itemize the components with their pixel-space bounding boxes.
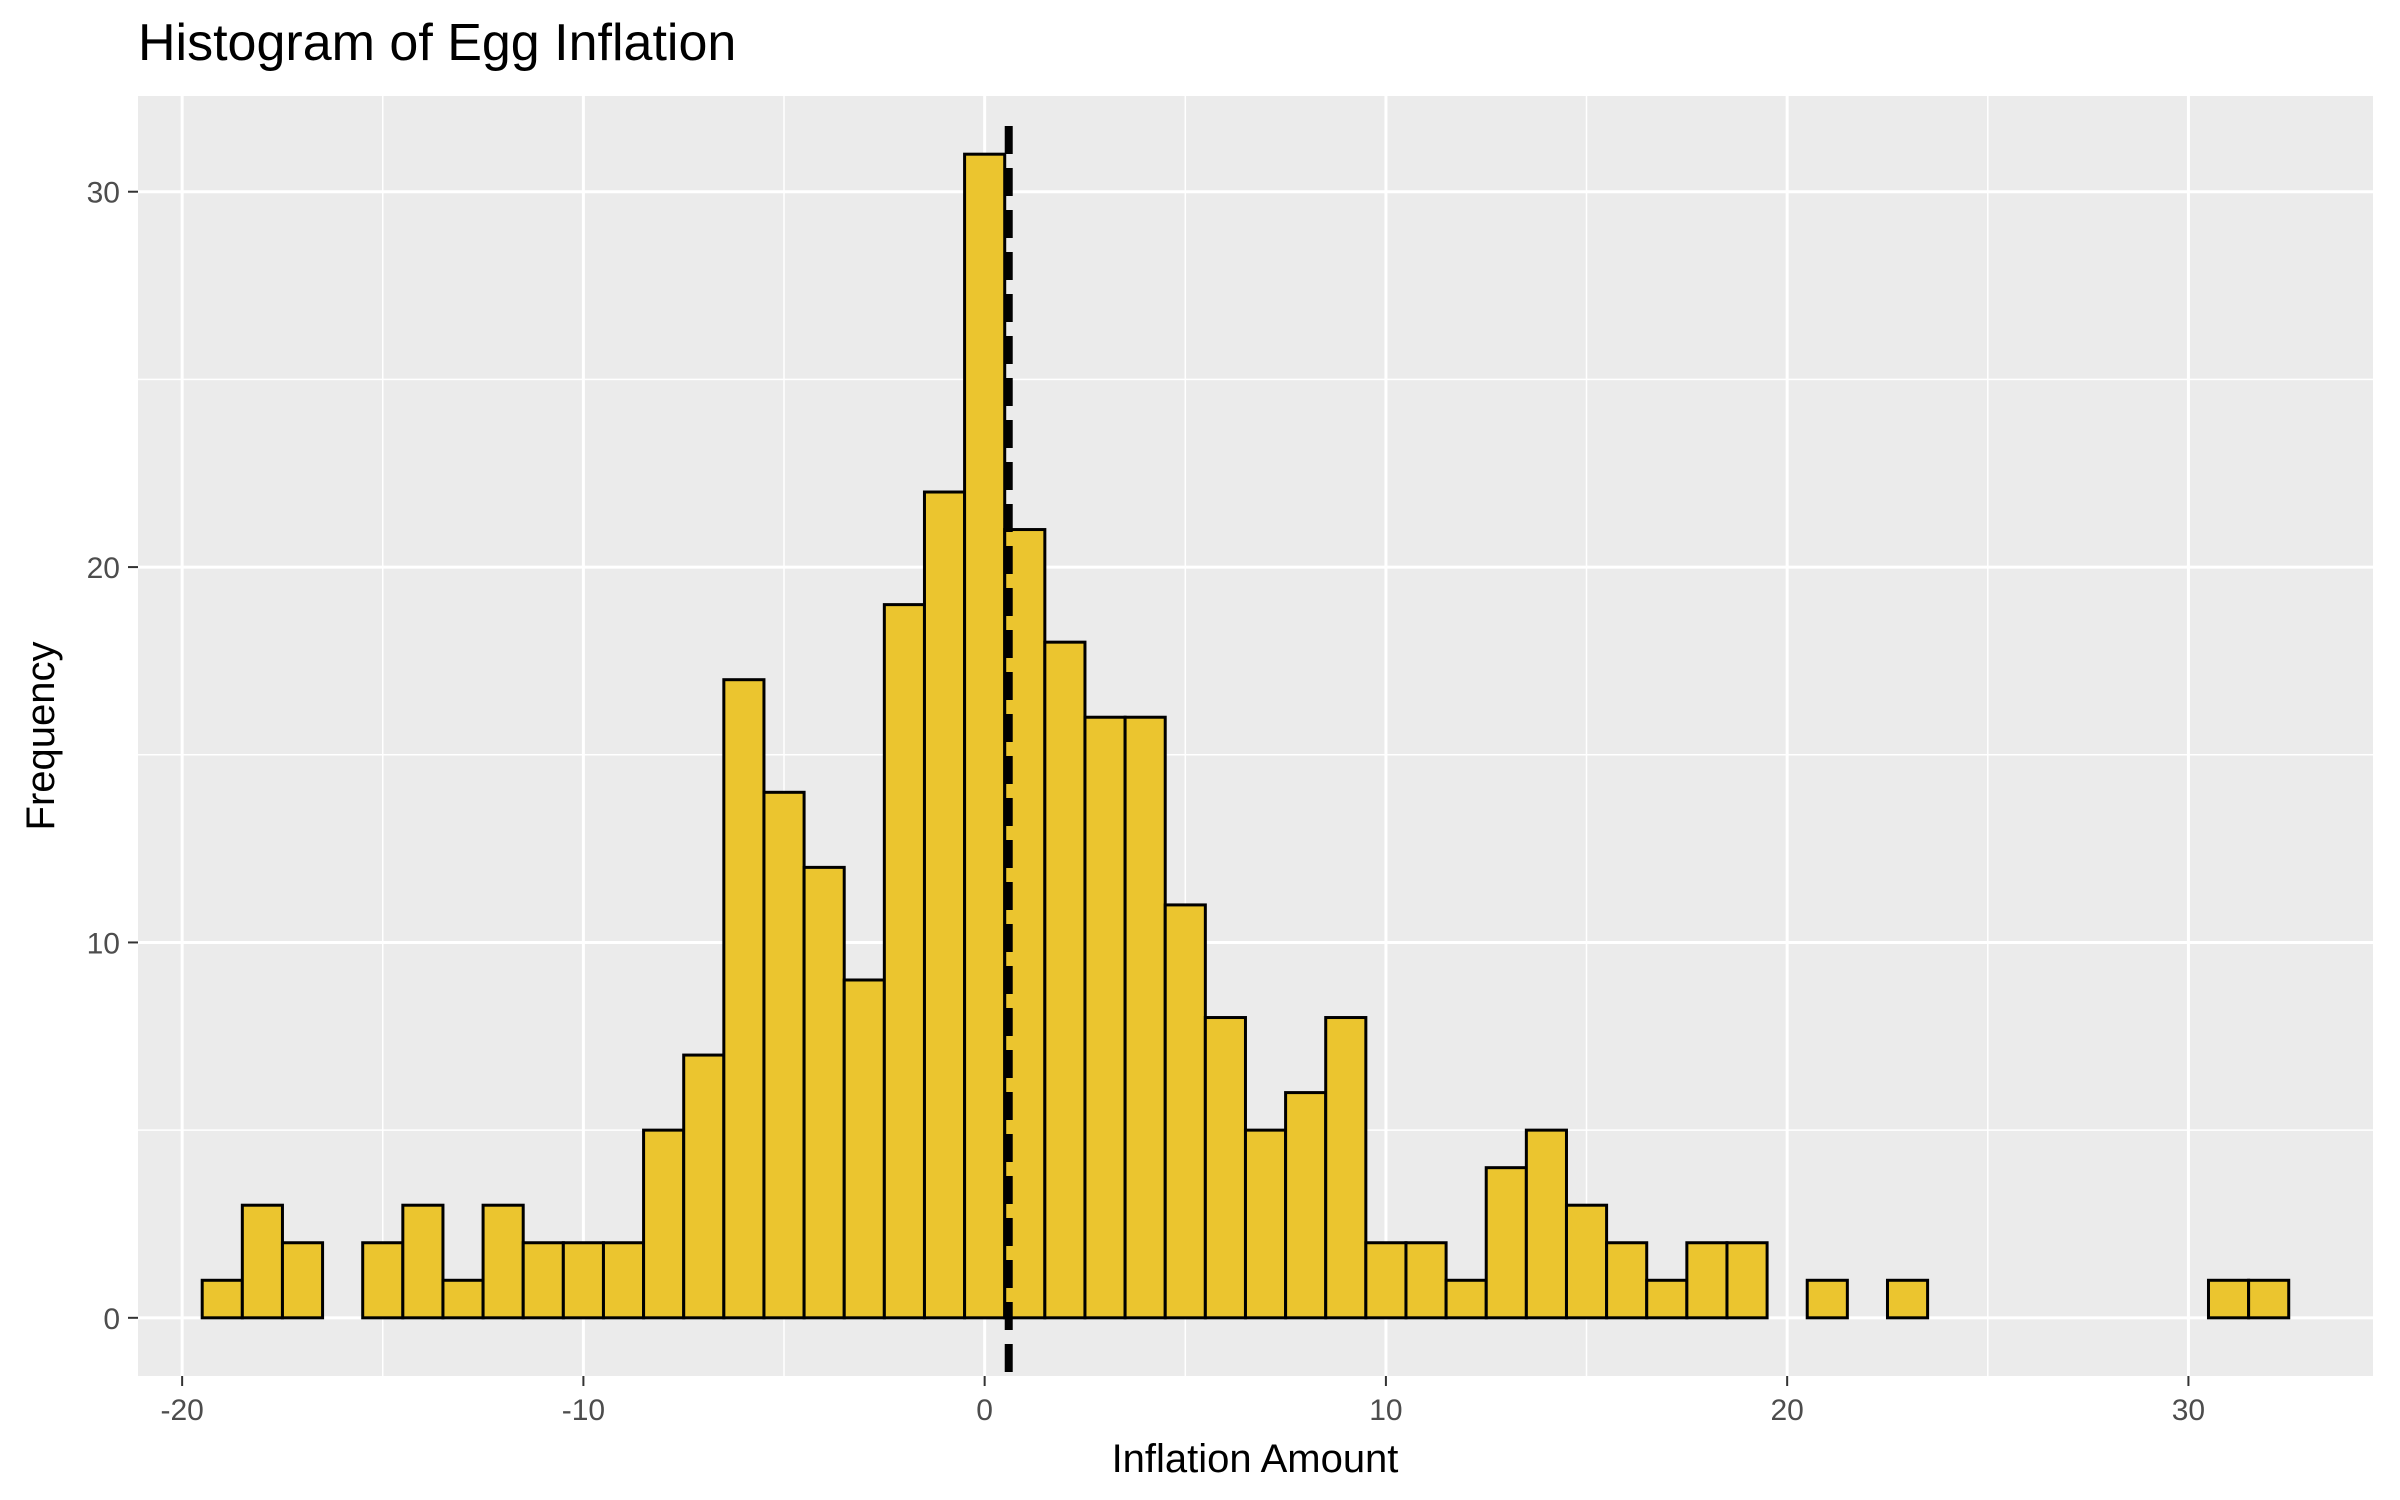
histogram-bar [240,1203,284,1320]
x-tick-label: 10 [1369,1394,1402,1427]
y-tick-label: 10 [87,927,120,960]
x-tick-label: 0 [976,1394,993,1427]
histogram-bar [1524,1128,1568,1320]
histogram-bar [1163,903,1207,1320]
histogram-bar [1685,1241,1729,1320]
x-tick-label: -20 [160,1394,203,1427]
histogram-bar [922,490,967,1320]
histogram-bar [1564,1203,1609,1320]
histogram-bar [882,603,926,1320]
histogram-bar [802,865,846,1320]
histogram-bar [441,1278,485,1320]
histogram-bar [521,1241,565,1320]
y-tick-label: 20 [87,552,120,585]
histogram-bar [1083,715,1127,1320]
histogram-bar [762,790,806,1320]
axes: -20 -10 0 10 20 30 0 10 20 30 [87,177,2205,1427]
histogram-bar [1484,1166,1528,1320]
y-tick-label: 0 [103,1303,120,1336]
histogram-bar [280,1241,325,1320]
histogram-bar [642,1128,686,1320]
histogram-bar [1123,715,1167,1320]
histogram-bar [1885,1278,1930,1320]
histogram-bar [561,1241,605,1320]
histogram-bar [722,678,766,1320]
histogram-bar [1243,1128,1288,1320]
histogram-bar [2206,1278,2251,1320]
histogram-bar [2247,1278,2291,1320]
histogram-bar [1203,1016,1247,1320]
histogram-bar [1284,1091,1328,1320]
x-tick-label: 20 [1770,1394,1803,1427]
histogram-bar [1805,1278,1849,1320]
histogram-bars [200,152,2291,1320]
histogram-bar [963,152,1007,1320]
histogram-bar [1404,1241,1448,1320]
histogram-bar [1043,640,1087,1320]
histogram-bar [1364,1241,1408,1320]
histogram-bar [401,1203,445,1320]
histogram-bar [842,978,886,1320]
chart-title: Histogram of Egg Inflation [138,14,736,72]
x-tick-label: -10 [562,1394,605,1427]
histogram-bar [1444,1278,1488,1320]
histogram-bar [200,1278,244,1320]
y-tick-label: 30 [87,177,120,210]
histogram-bar [361,1241,405,1320]
x-tick-label: 30 [2172,1394,2205,1427]
y-axis-title: Frequency [19,642,63,831]
histogram-bar [1725,1241,1769,1320]
x-axis-title: Inflation Amount [1112,1437,1399,1481]
histogram-bar [682,1053,726,1320]
histogram-bar [481,1203,525,1320]
histogram-bar [601,1241,646,1320]
histogram-bar [1645,1278,1689,1320]
histogram-bar [1605,1241,1649,1320]
histogram-bar [1324,1016,1368,1320]
